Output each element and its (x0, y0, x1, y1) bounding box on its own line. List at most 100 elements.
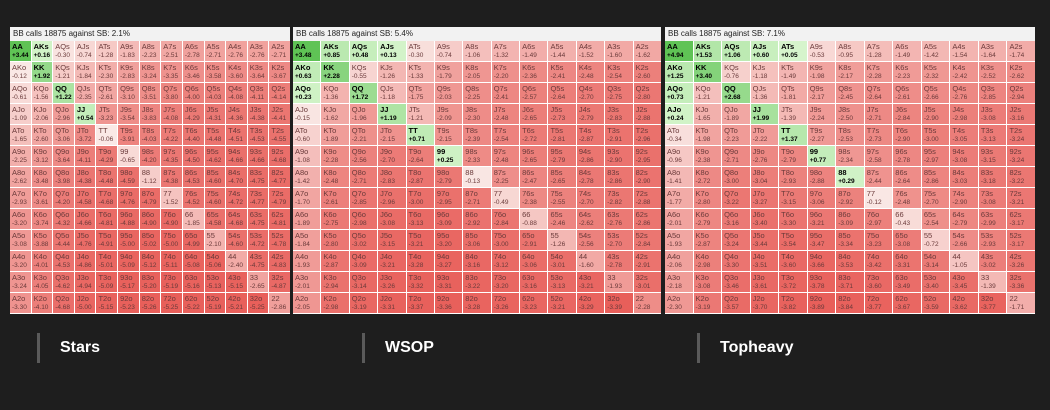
hand-cell: K6s -3.46 (182, 62, 204, 82)
hand-name: J7o (76, 189, 89, 198)
hand-ev: -3.21 (380, 262, 395, 269)
hand-name: AQs (55, 42, 70, 51)
hand-cell: A8s -2.23 (139, 41, 161, 61)
hand-cell: 98o -4.59 (118, 167, 139, 187)
hand-ev: +0.85 (323, 52, 340, 59)
hand-ev: -3.67 (271, 73, 287, 80)
hand-ev: -5.08 (184, 262, 200, 269)
hand-ev: -4.86 (76, 262, 92, 269)
hand-cell: A3o -2.18 (665, 272, 693, 292)
hand-cell: T4o -3.60 (779, 251, 807, 271)
hand-name: TT (781, 126, 791, 135)
hand-name: 93o (809, 273, 823, 282)
hand-cell: J6s -2.84 (893, 104, 921, 124)
hand-ev: -2.58 (866, 157, 882, 164)
hand-ev: -2.30 (465, 115, 481, 122)
hand-ev: +0.71 (408, 136, 425, 143)
hand-name: KJo (33, 105, 47, 114)
hand-name: Q6s (522, 84, 536, 93)
hand-ev: -2.48 (493, 115, 509, 122)
hand-grid: AA +3.48 AKs +0.85 AQs +0.48 AJs +0.13 ATs -0.30 A… (293, 41, 661, 313)
hand-cell: 53o -3.40 (921, 272, 950, 292)
hand-name: J3o (380, 273, 393, 282)
hand-name: 82o (141, 294, 155, 303)
hand-ev: -4.66 (249, 157, 265, 164)
hand-ev: -3.28 (408, 262, 424, 269)
hand-name: Q9s (436, 84, 451, 93)
hand-cell: 99 +0.77 (807, 146, 836, 166)
hand-cell: T8s -2.53 (836, 125, 864, 145)
hand-name: Q4s (578, 84, 593, 93)
hand-name: 76s (895, 189, 908, 198)
hand-ev: -2.90 (607, 157, 623, 164)
hand-cell: K2o -2.98 (321, 293, 349, 313)
hand-cell: TT +1.37 (779, 125, 807, 145)
hand-ev: -0.30 (55, 52, 71, 59)
hand-ev: +1.72 (351, 94, 369, 101)
hand-name: JJ (380, 105, 389, 114)
hand-name: T4o (781, 252, 795, 261)
hand-name: AKo (12, 63, 27, 72)
hand-name: 96s (184, 147, 198, 156)
hand-cell: J3s -3.08 (978, 104, 1007, 124)
hand-ev: -3.61 (33, 199, 49, 206)
hand-name: 43s (980, 252, 994, 261)
hand-cell: K4o -2.87 (321, 251, 349, 271)
hand-cell: A9o -0.96 (665, 146, 693, 166)
hand-name: JTs (781, 105, 793, 114)
hand-name: T8s (838, 126, 851, 135)
hand-cell: 84o -3.16 (463, 251, 491, 271)
hand-cell: 52s -3.17 (1007, 230, 1035, 250)
hand-cell: K6s -2.23 (893, 62, 921, 82)
hand-ev: -1.75 (408, 94, 424, 101)
hand-name: 63o (895, 273, 908, 282)
hand-cell: Q3s -4.11 (247, 83, 269, 103)
hand-ev: -1.70 (295, 199, 310, 206)
hand-name: 93s (980, 147, 994, 156)
hand-name: ATo (295, 126, 308, 135)
hand-cell: 62o -3.67 (893, 293, 921, 313)
hand-cell: 93o -3.31 (434, 272, 463, 292)
hand-ev: -3.53 (838, 262, 854, 269)
hand-cell: 63o -3.49 (893, 272, 921, 292)
hand-ev: -2.97 (866, 220, 882, 227)
hand-name: K5o (33, 231, 47, 240)
hand-ev: -2.87 (408, 178, 424, 185)
hand-ev: -2.62 (1009, 73, 1025, 80)
hand-ev: -2.78 (578, 178, 594, 185)
hand-name: Q5o (55, 231, 70, 240)
hand-cell: T8o -2.93 (779, 167, 807, 187)
hand-cell: Q3o -3.14 (349, 272, 378, 292)
hand-name: A9o (295, 147, 309, 156)
hand-cell: 62o -3.23 (520, 293, 548, 313)
hand-name: 72s (1009, 189, 1022, 198)
hand-cell: A4o -1.93 (293, 251, 321, 271)
hand-cell: Q4s -2.76 (950, 83, 978, 103)
hand-cell: K7s -3.35 (161, 62, 182, 82)
hand-name: Q4s (952, 84, 967, 93)
hand-cell: Q6s -4.00 (182, 83, 204, 103)
hand-name: T5o (408, 231, 422, 240)
hand-ev: -3.21 (550, 304, 566, 311)
hand-cell: 96s -2.65 (520, 146, 548, 166)
hand-name: Q8s (838, 84, 852, 93)
hand-ev: -4.75 (249, 178, 265, 185)
hand-name: Q3o (55, 273, 70, 282)
hand-ev: -3.17 (1009, 220, 1025, 227)
hand-ev: -2.61 (323, 199, 339, 206)
hand-name: Q6o (55, 210, 70, 219)
hand-name: 63o (184, 273, 198, 282)
hand-cell: K5o -2.80 (321, 230, 349, 250)
hand-cell: 64s -2.62 (576, 209, 605, 229)
hand-cell: 77 -0.12 (864, 188, 893, 208)
hand-ev: -5.02 (141, 241, 157, 248)
hand-cell: A5o -1.84 (293, 230, 321, 250)
hand-cell: T2o -3.37 (406, 293, 434, 313)
hand-cell: 65o -2.91 (520, 230, 548, 250)
hand-cell: Q9o -2.71 (722, 146, 750, 166)
hand-ev: +2.28 (323, 73, 340, 80)
hand-name: J3o (76, 273, 89, 282)
hand-cell: K5o -2.87 (693, 230, 722, 250)
hand-cell: 92o -3.89 (807, 293, 836, 313)
hand-cell: J7s -4.08 (161, 104, 182, 124)
